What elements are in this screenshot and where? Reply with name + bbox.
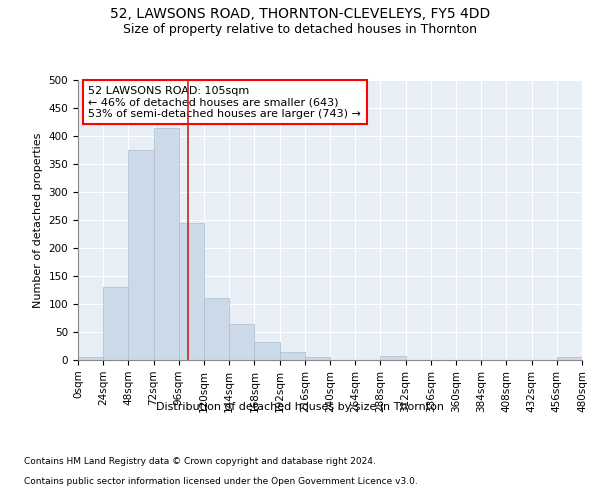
Bar bbox=[128, 150, 154, 360]
Bar bbox=[557, 357, 582, 360]
Bar bbox=[280, 352, 305, 360]
Bar bbox=[380, 356, 406, 360]
Text: Contains public sector information licensed under the Open Government Licence v3: Contains public sector information licen… bbox=[24, 478, 418, 486]
Y-axis label: Number of detached properties: Number of detached properties bbox=[33, 132, 43, 308]
Text: 52 LAWSONS ROAD: 105sqm
← 46% of detached houses are smaller (643)
53% of semi-d: 52 LAWSONS ROAD: 105sqm ← 46% of detache… bbox=[88, 86, 361, 119]
Bar bbox=[305, 356, 330, 360]
Bar bbox=[204, 298, 229, 360]
Text: Size of property relative to detached houses in Thornton: Size of property relative to detached ho… bbox=[123, 22, 477, 36]
Bar bbox=[179, 223, 204, 360]
Text: Contains HM Land Registry data © Crown copyright and database right 2024.: Contains HM Land Registry data © Crown c… bbox=[24, 458, 376, 466]
Text: Distribution of detached houses by size in Thornton: Distribution of detached houses by size … bbox=[156, 402, 444, 412]
Bar bbox=[154, 128, 179, 360]
Text: 52, LAWSONS ROAD, THORNTON-CLEVELEYS, FY5 4DD: 52, LAWSONS ROAD, THORNTON-CLEVELEYS, FY… bbox=[110, 8, 490, 22]
Bar bbox=[78, 357, 103, 360]
Bar bbox=[229, 324, 254, 360]
Bar bbox=[103, 287, 128, 360]
Bar bbox=[254, 342, 280, 360]
